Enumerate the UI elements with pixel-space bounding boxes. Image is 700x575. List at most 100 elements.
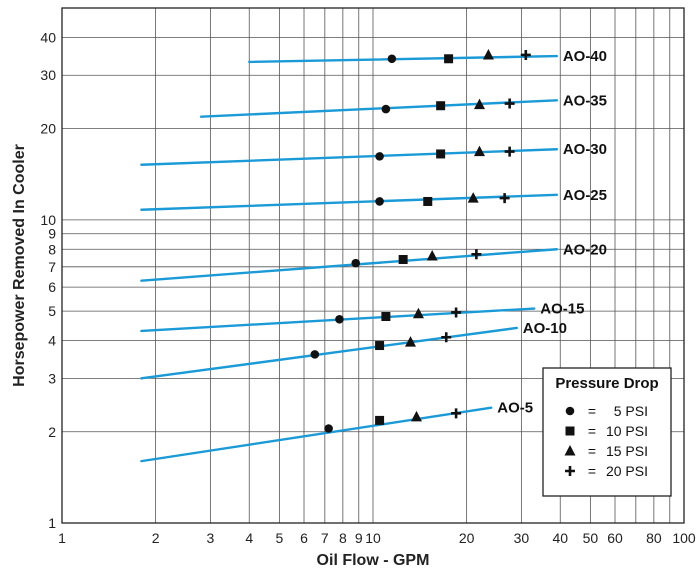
point-15-psi xyxy=(473,145,485,157)
series-ao-15: AO-15 xyxy=(140,301,584,333)
point-5-psi xyxy=(375,197,384,206)
series-ao-30: AO-30 xyxy=(140,141,607,166)
point-5-psi xyxy=(381,104,391,114)
series-label: AO-5 xyxy=(497,400,533,417)
x-tick-label: 50 xyxy=(583,530,599,546)
x-tick-label: 100 xyxy=(672,530,696,546)
legend: Pressure Drop = 5 PSI = 10 PSI = 15 PSI = 20 PS… xyxy=(542,367,672,497)
y-tick-label: 6 xyxy=(48,279,56,295)
point-5-psi xyxy=(335,314,344,324)
y-tick-label: 20 xyxy=(40,121,56,137)
y-tick-label: 10 xyxy=(40,212,56,228)
x-tick-label: 7 xyxy=(321,530,329,546)
y-axis-title: Horsepower Removed In Cooler xyxy=(11,144,28,387)
point-20-psi xyxy=(504,146,515,157)
point-20-psi xyxy=(504,98,515,109)
series-label: AO-40 xyxy=(563,48,607,65)
series-line xyxy=(140,326,519,380)
point-10-psi xyxy=(375,341,385,351)
point-10-psi xyxy=(423,196,433,206)
y-tick-label: 9 xyxy=(48,226,56,242)
legend-entry: = 20 PSI xyxy=(565,463,648,479)
series-line xyxy=(140,148,559,166)
point-20-psi xyxy=(471,249,482,260)
series-ao-35: AO-35 xyxy=(199,92,607,118)
series-line xyxy=(248,54,559,64)
series-label: AO-10 xyxy=(523,320,567,337)
series-label: AO-25 xyxy=(563,187,607,204)
point-10-psi xyxy=(381,311,391,321)
y-tick-label: 1 xyxy=(48,515,56,531)
x-axis-title: Oil Flow - GPM xyxy=(317,552,430,569)
y-tick-label: 4 xyxy=(48,333,56,349)
x-tick-label: 6 xyxy=(300,530,308,546)
series-label: AO-20 xyxy=(563,241,607,258)
legend-label: 15 PSI xyxy=(606,443,648,459)
plot-frame xyxy=(61,7,685,524)
point-15-psi xyxy=(411,410,423,422)
x-tick-label: 8 xyxy=(339,530,347,546)
point-5-psi xyxy=(375,152,384,161)
x-tick-label: 2 xyxy=(152,530,160,546)
x-tick-label: 5 xyxy=(275,530,283,546)
legend-equals: = xyxy=(588,423,596,439)
x-tick-label: 1 xyxy=(58,530,66,546)
point-5-psi xyxy=(387,54,397,64)
point-10-psi xyxy=(398,255,408,265)
plus-marker-icon xyxy=(565,466,575,476)
x-tick-label: 20 xyxy=(459,530,475,546)
series-label: AO-30 xyxy=(563,141,607,158)
x-tick-label: 40 xyxy=(552,530,568,546)
legend-entries: = 5 PSI = 10 PSI = 15 PSI = 20 PSI xyxy=(564,403,648,479)
legend-entry: = 10 PSI xyxy=(565,423,648,439)
point-15-psi xyxy=(473,98,485,110)
x-tick-label: 30 xyxy=(514,530,530,546)
point-20-psi xyxy=(451,408,462,419)
point-15-psi xyxy=(426,250,438,261)
point-5-psi xyxy=(351,258,361,268)
point-15-psi xyxy=(404,336,416,347)
legend-equals: = xyxy=(588,443,596,459)
y-tick-label: 5 xyxy=(48,303,56,319)
legend-label: 5 PSI xyxy=(614,403,648,419)
legend-equals: = xyxy=(588,403,596,419)
series-line xyxy=(140,406,493,463)
point-15-psi xyxy=(482,48,494,60)
series-line xyxy=(199,99,559,118)
series-ao-10: AO-10 xyxy=(140,320,567,380)
y-tick-label: 40 xyxy=(40,29,56,45)
series-ao-40: AO-40 xyxy=(248,48,607,65)
series-label: AO-15 xyxy=(540,301,584,318)
tick-labels: 1 2 3 4 5 6 7 8 9 10 20 30 40 50 60 80 10012345678910203… xyxy=(40,29,695,546)
y-tick-label: 30 xyxy=(40,67,56,83)
legend-title: Pressure Drop xyxy=(555,375,658,392)
point-20-psi xyxy=(451,307,462,318)
y-tick-label: 2 xyxy=(48,424,56,440)
circle-marker-icon xyxy=(565,406,575,416)
point-5-psi xyxy=(310,350,320,359)
x-tick-label: 60 xyxy=(607,530,623,546)
series-line xyxy=(140,193,559,211)
legend-label: 20 PSI xyxy=(606,463,648,479)
series-layer: AO-40 AO-35 AO-30 AO-25 AO-20 AO-15 AO-10 AO-5 xyxy=(140,48,607,463)
x-tick-label: 3 xyxy=(206,530,214,546)
point-10-psi xyxy=(436,149,446,159)
point-15-psi xyxy=(412,307,424,319)
series-label: AO-35 xyxy=(563,92,607,109)
x-tick-label: 4 xyxy=(245,530,253,546)
legend-entry: = 5 PSI xyxy=(565,403,648,419)
y-tick-label: 3 xyxy=(48,370,56,386)
legend-box xyxy=(542,367,672,497)
x-tick-label: 80 xyxy=(646,530,662,546)
point-20-psi xyxy=(441,332,452,343)
x-tick-label: 9 xyxy=(355,530,363,546)
legend-label: 10 PSI xyxy=(606,423,648,439)
triangle-marker-icon xyxy=(564,445,576,456)
legend-entry: = 15 PSI xyxy=(564,443,648,459)
series-ao-20: AO-20 xyxy=(140,241,607,282)
legend-equals: = xyxy=(588,463,596,479)
square-marker-icon xyxy=(565,426,575,436)
point-5-psi xyxy=(324,424,333,433)
point-10-psi xyxy=(436,101,446,111)
